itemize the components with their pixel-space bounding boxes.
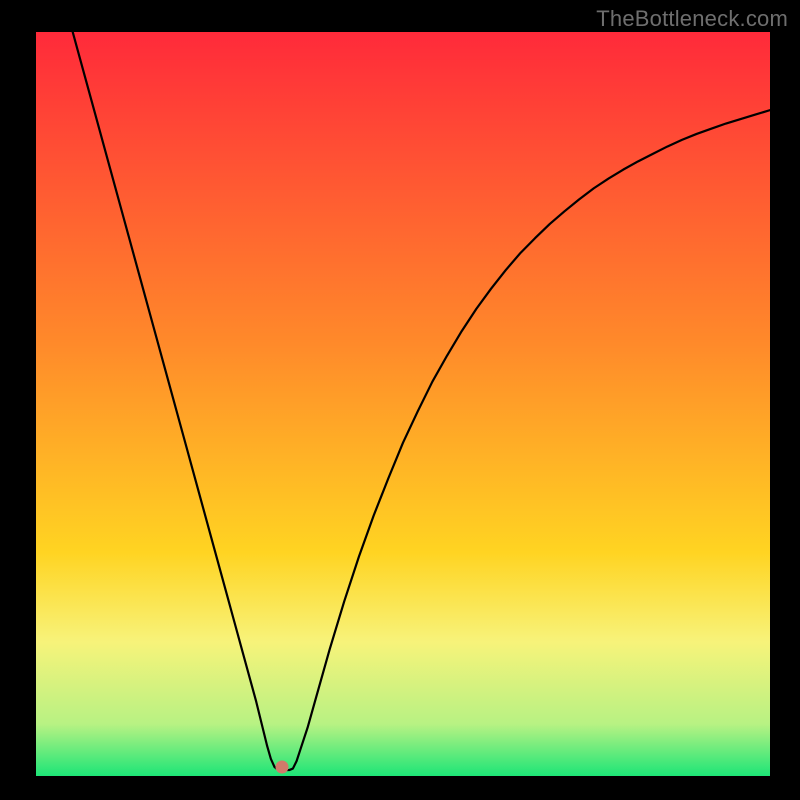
chart-frame: { "watermark": { "text": "TheBottleneck.… xyxy=(0,0,800,800)
plot-area xyxy=(36,32,770,776)
watermark-text: TheBottleneck.com xyxy=(596,6,788,32)
optimum-marker xyxy=(275,761,288,774)
bottleneck-curve xyxy=(36,32,770,776)
